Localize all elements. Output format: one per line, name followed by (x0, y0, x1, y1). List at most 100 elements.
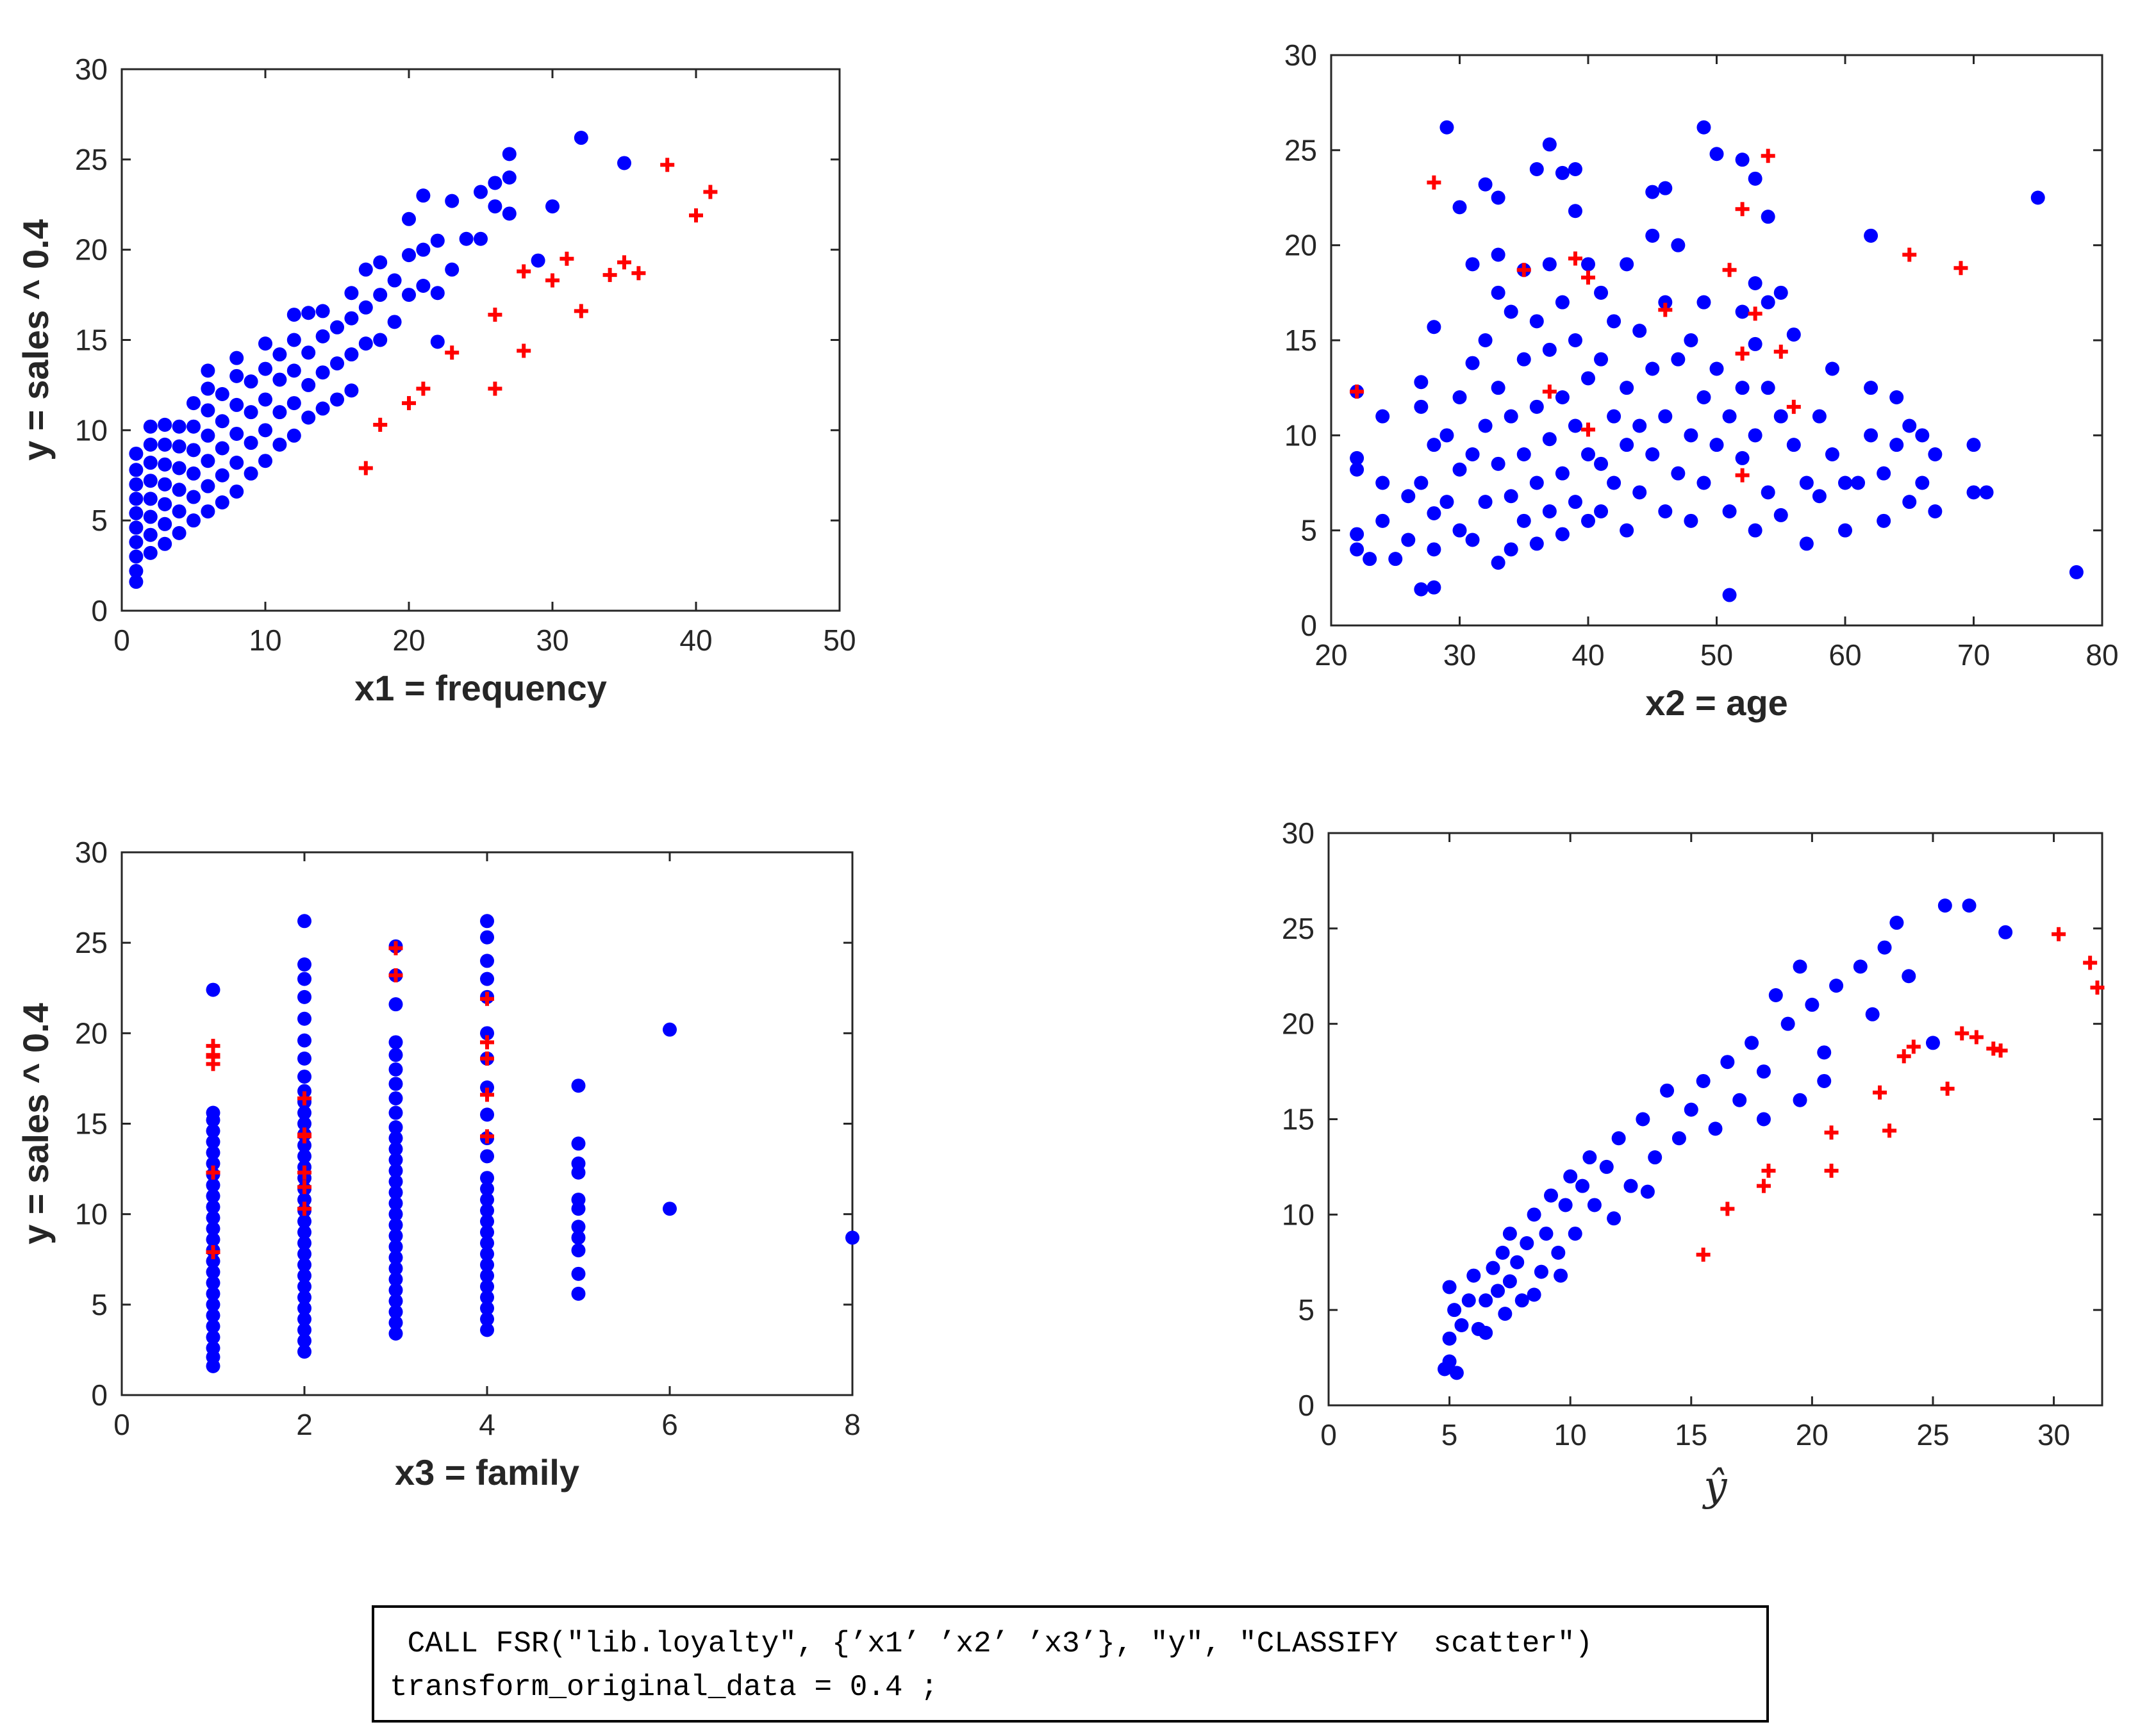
data-point (1452, 200, 1467, 215)
data-point (1461, 1293, 1476, 1308)
data-point (1671, 238, 1686, 252)
outlier-point (1872, 1085, 1887, 1100)
data-point (1439, 495, 1454, 509)
data-point (1478, 495, 1493, 509)
data-point (502, 206, 517, 221)
data-point (1414, 399, 1429, 414)
data-point (1581, 371, 1595, 386)
x-tick-label: 0 (113, 1408, 130, 1441)
data-point (315, 329, 330, 343)
data-point (1582, 1150, 1597, 1165)
data-point (1555, 466, 1570, 481)
data-point (1658, 295, 1673, 310)
data-point (1427, 438, 1441, 452)
data-point (1594, 285, 1609, 300)
data-point (480, 1107, 494, 1122)
data-point (1838, 475, 1852, 490)
data-point (617, 156, 631, 170)
data-point (388, 1142, 403, 1157)
data-point (1607, 409, 1621, 424)
data-point (388, 1316, 403, 1330)
data-point (1452, 523, 1467, 538)
data-point (480, 1182, 494, 1196)
outlier-point (689, 208, 703, 223)
data-point (1620, 523, 1634, 538)
y-tick-label: 30 (1282, 816, 1314, 850)
data-point (430, 286, 445, 301)
data-point (286, 396, 301, 411)
data-point (229, 368, 244, 383)
data-point (480, 1246, 494, 1261)
data-point (571, 1243, 586, 1258)
data-point (297, 1225, 311, 1239)
data-point (201, 479, 215, 493)
data-point (2069, 565, 2084, 579)
data-point (1915, 475, 1930, 490)
data-point (344, 347, 359, 362)
data-point (1465, 447, 1480, 461)
data-point (1427, 542, 1441, 557)
outlier-point (1902, 247, 1917, 262)
data-point (1722, 409, 1737, 424)
data-point (1838, 523, 1852, 538)
data-point (1709, 147, 1724, 161)
x-tick-label: 5 (1441, 1418, 1458, 1451)
data-point (416, 279, 431, 293)
data-point (1684, 428, 1698, 443)
outlier-point (1882, 1123, 1897, 1138)
data-point (1877, 940, 1892, 955)
data-point (297, 1214, 311, 1228)
data-point (1594, 456, 1609, 471)
data-point (1479, 1293, 1493, 1308)
data-point (297, 1051, 311, 1066)
data-point (1439, 428, 1454, 443)
data-point (129, 534, 144, 549)
data-point (201, 504, 215, 519)
data-point (229, 397, 244, 412)
data-point (244, 374, 258, 389)
data-point (143, 545, 158, 560)
outlier-point (1824, 1125, 1839, 1140)
data-point (1504, 542, 1518, 557)
data-point (1375, 409, 1390, 424)
data-point (206, 1275, 220, 1290)
outlier-point (517, 343, 531, 358)
data-point (143, 456, 158, 470)
outlier-point (1516, 263, 1531, 277)
x-tick-label: 30 (536, 624, 568, 657)
data-point (1350, 462, 1364, 477)
data-point (1756, 1064, 1771, 1079)
data-point (229, 351, 244, 365)
outlier-point (402, 396, 416, 411)
data-point (388, 1196, 403, 1211)
data-point (258, 423, 272, 438)
data-point (388, 1261, 403, 1276)
data-point (330, 356, 344, 371)
data-point (1527, 1287, 1541, 1302)
y-tick-label: 30 (75, 836, 108, 869)
data-point (297, 1070, 311, 1084)
data-point (301, 306, 316, 320)
data-point (388, 1048, 403, 1062)
outlier-point (2052, 927, 2066, 941)
data-point (1640, 1184, 1655, 1199)
plot-area (120, 68, 841, 612)
outlier-point (480, 1087, 494, 1102)
data-point (1491, 456, 1505, 471)
data-point (1696, 390, 1711, 404)
data-point (1439, 120, 1454, 135)
data-point (1799, 475, 1814, 490)
data-point (388, 1218, 403, 1232)
data-point (1516, 352, 1531, 367)
data-point (1575, 1178, 1590, 1193)
outlier-point (1568, 251, 1582, 266)
data-point (1555, 390, 1570, 404)
data-point (1658, 181, 1673, 195)
data-point (1620, 438, 1634, 452)
outlier-point (1761, 1163, 1776, 1178)
data-point (1401, 533, 1416, 547)
outlier-point (1735, 202, 1750, 217)
data-point (1442, 1280, 1457, 1294)
data-point (201, 403, 215, 418)
data-point (1902, 418, 1917, 433)
